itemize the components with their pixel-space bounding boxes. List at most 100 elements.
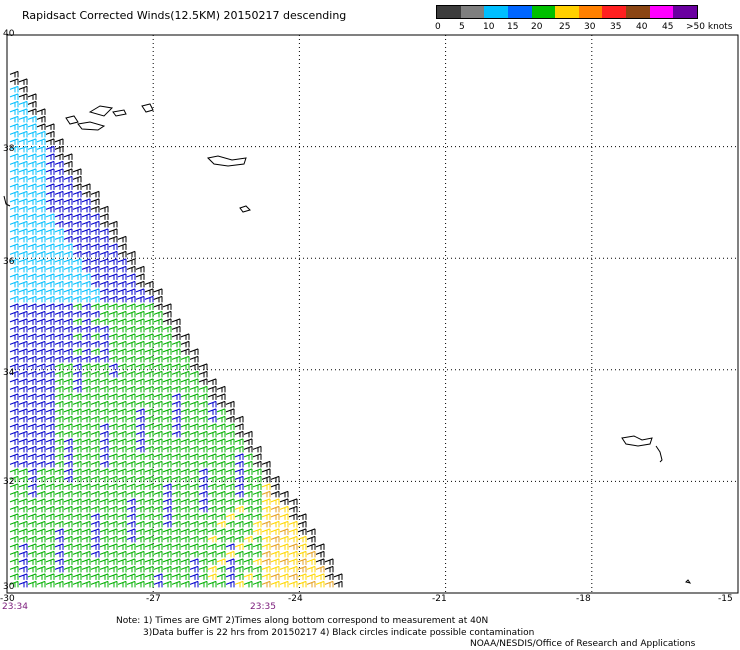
wind-barb [81,400,91,408]
wind-barb [54,498,64,505]
wind-barb [63,483,73,490]
wind-barb [153,543,163,550]
wind-barb [198,550,208,558]
wind-barb [81,580,91,588]
wind-barb [162,565,172,573]
wind-barb [9,190,19,198]
wind-barb [18,228,28,235]
wind-barb [36,520,46,528]
wind-barb [207,543,217,550]
wind-barb [207,528,217,535]
wind-barb [234,415,244,423]
wind-barb [18,220,28,228]
wind-barb [207,535,217,543]
wind-barb [198,505,208,513]
wind-barb [126,355,136,363]
wind-barb [81,295,91,303]
wind-barb [306,580,316,588]
wind-barb [81,258,91,265]
wind-barb [180,483,190,490]
wind-barb [90,490,100,498]
wind-barb [90,295,100,303]
wind-barb [234,483,244,490]
wind-barb [252,543,262,550]
wind-barb [9,453,19,460]
wind-barb [81,423,91,430]
wind-barb [18,393,28,400]
wind-barb [72,378,82,385]
wind-barb [261,520,271,528]
wind-barb [63,490,73,498]
wind-barb [81,385,91,393]
island-outline [621,435,653,447]
wind-barb [18,303,28,310]
wind-barb [144,445,154,453]
wind-barb [27,483,37,490]
wind-barb [54,250,64,258]
wind-barb [54,468,64,475]
wind-barb [99,333,109,340]
wind-barb [135,415,145,423]
wind-barb [225,490,235,498]
wind-barb [45,438,55,445]
wind-barb [162,573,172,580]
wind-barb [189,370,199,378]
wind-barb [45,318,55,325]
wind-barb [36,243,46,250]
wind-barb [27,415,37,423]
lon-label: -15 [718,594,733,604]
wind-barb [54,535,64,543]
wind-barb [63,573,73,580]
wind-barb [216,565,226,573]
wind-barb [54,235,64,243]
wind-barb [297,543,307,550]
wind-barb [36,168,46,175]
wind-barb [90,445,100,453]
wind-barb [261,535,271,543]
wind-barb [108,280,118,288]
legend-swatch [460,6,485,18]
wind-barb [126,580,136,588]
wind-barb [81,333,91,340]
wind-barb [81,483,91,490]
wind-barb [126,385,136,393]
wind-barb [252,528,262,535]
wind-barb [126,438,136,445]
wind-barb [162,363,172,370]
wind-barb [216,550,226,558]
wind-barb [243,505,253,513]
wind-barb [45,363,55,370]
wind-barb [63,453,73,460]
wind-barb [153,355,163,363]
wind-barb [135,355,145,363]
wind-barb [72,415,82,423]
wind-barb [72,318,82,325]
wind-barb [27,130,37,138]
wind-barb [117,543,127,550]
wind-barb [27,310,37,318]
wind-barb [234,453,244,460]
wind-barb [81,520,91,528]
wind-barb [234,535,244,543]
wind-barb [18,363,28,370]
wind-barb [27,115,37,123]
wind-barb [81,475,91,483]
wind-barb [27,153,37,160]
wind-barb [63,445,73,453]
wind-barb [63,438,73,445]
wind-barb [171,430,181,438]
wind-barb [243,543,253,550]
wind-barb [99,378,109,385]
wind-barb [27,138,37,145]
wind-barb [72,408,82,415]
wind-barb [126,310,136,318]
wind-barb [18,190,28,198]
wind-barb [198,520,208,528]
wind-barb [108,363,118,370]
wind-barb [99,423,109,430]
wind-barb [81,445,91,453]
wind-barb [225,400,235,408]
wind-barb [27,168,37,175]
wind-barb [108,348,118,355]
wind-barb [27,333,37,340]
